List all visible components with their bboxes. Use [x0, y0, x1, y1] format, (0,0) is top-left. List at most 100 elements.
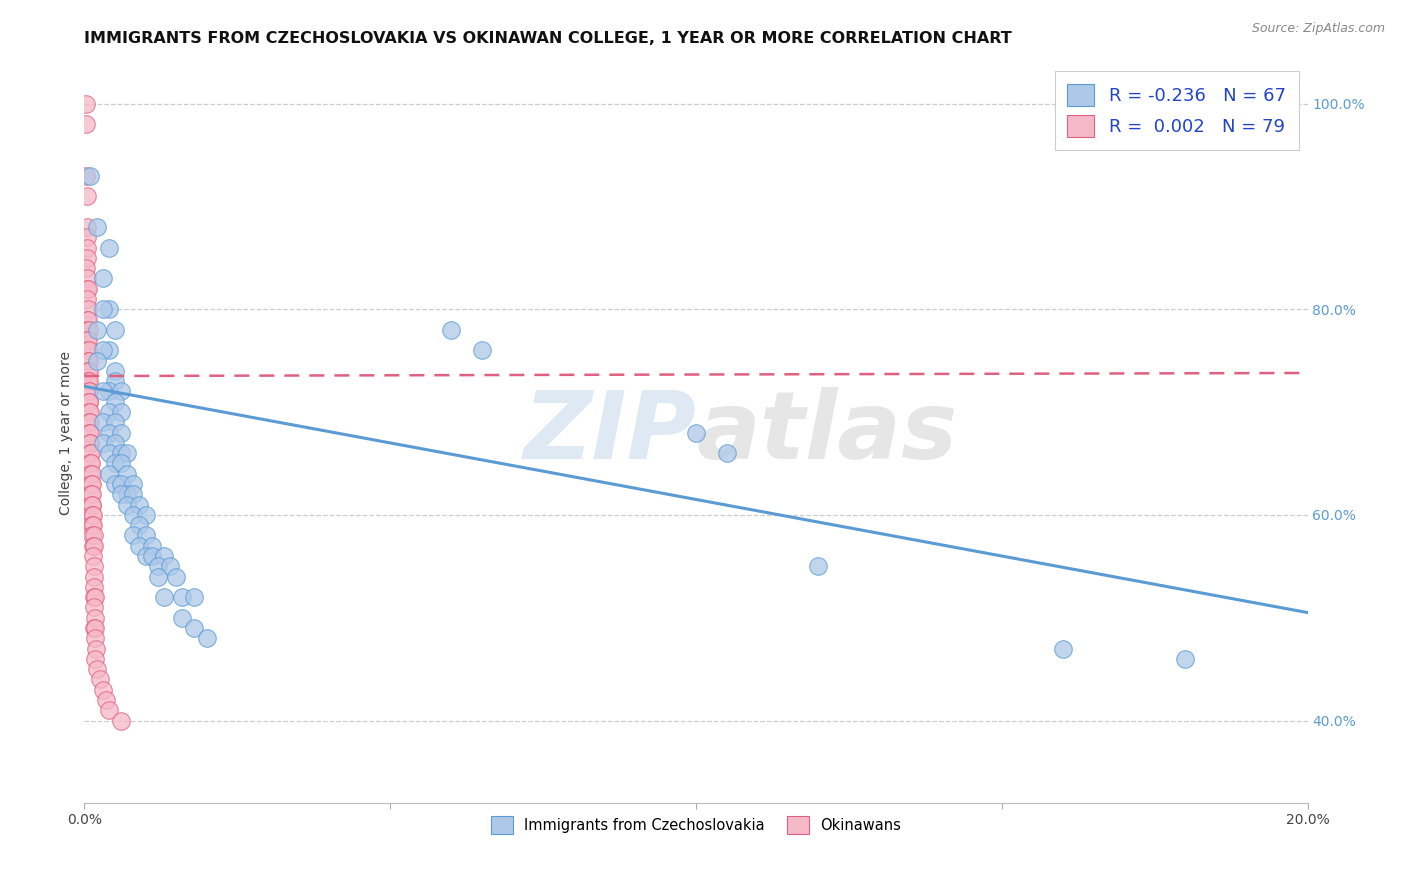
Point — [77, 353, 100, 368]
Point — [77, 374, 100, 388]
Point — [110, 487, 132, 501]
Point — [91, 271, 114, 285]
Point — [80, 508, 103, 522]
Point — [135, 528, 157, 542]
Point — [86, 353, 108, 368]
Point — [122, 508, 145, 522]
Point — [110, 446, 132, 460]
Point — [84, 621, 107, 635]
Point — [80, 487, 103, 501]
Point — [91, 415, 114, 429]
Point — [86, 219, 108, 234]
Point — [83, 590, 105, 604]
Point — [110, 384, 132, 399]
Point — [76, 219, 98, 234]
Point — [77, 364, 100, 378]
Point — [76, 282, 98, 296]
Point — [159, 559, 181, 574]
Point — [77, 302, 100, 317]
Point — [104, 364, 127, 378]
Point — [97, 343, 120, 358]
Point — [91, 436, 114, 450]
Point — [77, 384, 100, 399]
Point — [104, 394, 127, 409]
Point — [76, 292, 98, 306]
Point — [153, 590, 176, 604]
Point — [135, 549, 157, 563]
Point — [79, 415, 101, 429]
Point — [82, 518, 104, 533]
Point — [77, 384, 100, 399]
Point — [80, 477, 103, 491]
Point — [79, 405, 101, 419]
Point — [77, 405, 100, 419]
Point — [83, 600, 105, 615]
Point — [76, 189, 98, 203]
Point — [79, 425, 101, 440]
Point — [91, 302, 114, 317]
Point — [80, 457, 103, 471]
Point — [97, 425, 120, 440]
Point — [97, 302, 120, 317]
Point — [80, 498, 103, 512]
Text: ZIP: ZIP — [523, 386, 696, 479]
Point — [122, 487, 145, 501]
Point — [82, 508, 104, 522]
Point — [1052, 641, 1074, 656]
Point — [110, 477, 132, 491]
Point — [83, 559, 105, 574]
Point — [115, 467, 138, 481]
Point — [115, 498, 138, 512]
Point — [77, 364, 100, 378]
Point — [122, 477, 145, 491]
Point — [76, 323, 98, 337]
Text: IMMIGRANTS FROM CZECHOSLOVAKIA VS OKINAWAN COLLEGE, 1 YEAR OR MORE CORRELATION C: IMMIGRANTS FROM CZECHOSLOVAKIA VS OKINAW… — [84, 31, 1012, 46]
Point — [77, 394, 100, 409]
Point — [128, 539, 150, 553]
Point — [77, 323, 100, 337]
Point — [115, 487, 138, 501]
Point — [76, 343, 98, 358]
Point — [75, 261, 97, 276]
Point — [77, 343, 100, 358]
Point — [79, 169, 101, 183]
Point — [104, 457, 127, 471]
Point — [79, 436, 101, 450]
Point — [183, 590, 205, 604]
Point — [195, 632, 218, 646]
Point — [77, 394, 100, 409]
Point — [83, 539, 105, 553]
Point — [77, 415, 100, 429]
Point — [75, 169, 97, 183]
Point — [97, 467, 120, 481]
Point — [104, 436, 127, 450]
Point — [183, 621, 205, 635]
Point — [83, 632, 105, 646]
Point — [83, 580, 105, 594]
Point — [82, 498, 104, 512]
Point — [83, 528, 105, 542]
Point — [110, 457, 132, 471]
Point — [807, 559, 830, 574]
Text: atlas: atlas — [696, 386, 957, 479]
Point — [115, 446, 138, 460]
Point — [104, 374, 127, 388]
Point — [94, 693, 117, 707]
Point — [146, 559, 169, 574]
Point — [82, 487, 104, 501]
Point — [82, 518, 104, 533]
Point — [77, 353, 100, 368]
Point — [82, 528, 104, 542]
Point — [110, 714, 132, 728]
Text: Source: ZipAtlas.com: Source: ZipAtlas.com — [1251, 22, 1385, 36]
Point — [77, 425, 100, 440]
Point — [83, 621, 105, 635]
Point — [75, 96, 97, 111]
Point — [84, 652, 107, 666]
Point — [97, 405, 120, 419]
Point — [471, 343, 494, 358]
Y-axis label: College, 1 year or more: College, 1 year or more — [59, 351, 73, 515]
Point — [104, 323, 127, 337]
Point — [89, 673, 111, 687]
Legend: Immigrants from Czechoslovakia, Okinawans: Immigrants from Czechoslovakia, Okinawan… — [485, 811, 907, 840]
